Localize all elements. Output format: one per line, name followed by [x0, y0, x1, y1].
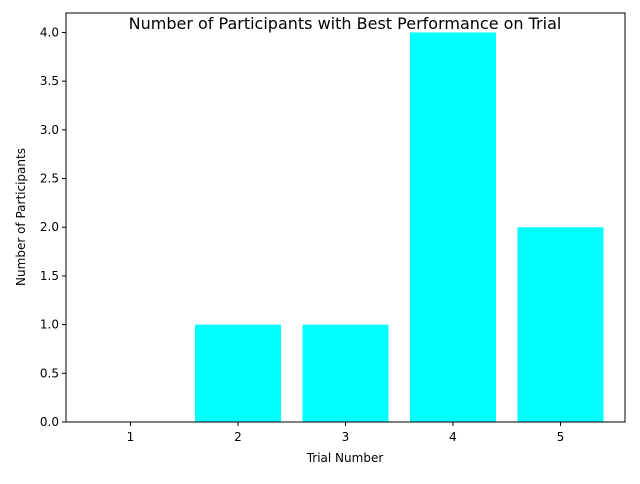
y-tick-label: 1.0 [40, 318, 59, 332]
y-tick-label: 4.0 [40, 25, 59, 39]
bar-trial-2 [195, 324, 281, 422]
bar-trial-3 [302, 324, 389, 422]
y-axis-label: Number of Participants [14, 148, 28, 286]
bar-trial-4 [410, 32, 496, 422]
y-tick-label: 3.5 [40, 74, 59, 88]
x-tick-label: 1 [127, 430, 135, 444]
y-tick-label: 0.0 [40, 415, 59, 429]
bar-trial-5 [517, 227, 604, 422]
y-tick-label: 3.0 [40, 123, 59, 137]
y-tick-label: 0.5 [40, 366, 59, 380]
y-tick-label: 2.0 [40, 220, 59, 234]
chart-title: Number of Participants with Best Perform… [129, 14, 562, 33]
x-tick-label: 4 [449, 430, 457, 444]
y-tick-label: 2.5 [40, 172, 59, 186]
x-axis-ticks: 1 2 3 4 5 [127, 422, 565, 444]
x-tick-label: 5 [557, 430, 565, 444]
y-tick-label: 1.5 [40, 269, 59, 283]
y-axis-ticks: 0.0 0.5 1.0 1.5 2.0 2.5 3.0 3.5 4.0 [40, 25, 66, 429]
x-axis-label: Trial Number [306, 451, 384, 465]
x-tick-label: 2 [234, 430, 242, 444]
x-tick-label: 3 [342, 430, 350, 444]
bars-group [195, 32, 604, 422]
